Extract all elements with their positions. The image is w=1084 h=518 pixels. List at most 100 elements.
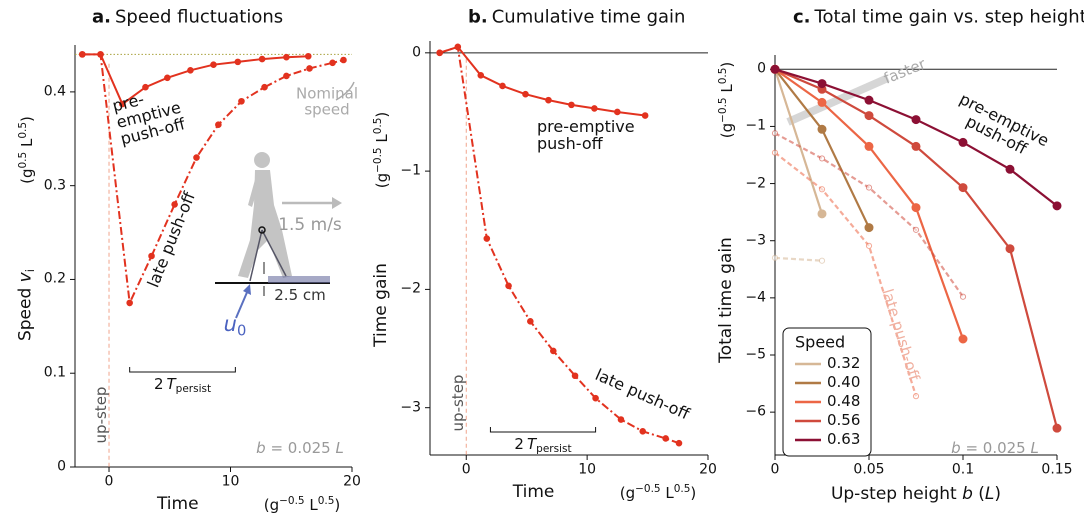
late-line: [774, 256, 823, 262]
series-line-point: [306, 65, 313, 72]
text-part: Up-step height: [830, 484, 963, 505]
y-axis-label: Speed vi: [15, 269, 37, 342]
series-line-point: [148, 252, 155, 260]
series-line-point: [210, 61, 217, 68]
series-line-point: [527, 318, 534, 325]
series-line-point: [522, 90, 529, 98]
y-tick-label: −5: [745, 346, 766, 363]
faster-arrow: [786, 74, 890, 126]
text-part: −0.5: [635, 483, 661, 496]
late-line-point: [959, 293, 967, 300]
series-line-point: [641, 112, 649, 119]
annotation: 1.5 m/s: [278, 215, 342, 236]
y-axis-unit: (g−0.5 L0.5): [372, 111, 392, 189]
text-part: L: [1030, 439, 1039, 458]
text-part: 2: [153, 374, 164, 393]
text-part: (g: [263, 496, 280, 515]
y-tick-label: 0.3: [43, 177, 66, 194]
text-part: (g: [18, 168, 37, 184]
legend-label: 0.63: [827, 430, 861, 449]
text-part: (g: [373, 172, 392, 189]
series-line-point: [817, 97, 827, 107]
series-line-point: [675, 439, 683, 447]
text-part: Cumulative time gain: [491, 6, 686, 28]
series-line-point: [911, 203, 921, 213]
late-line-point: [865, 242, 873, 249]
reference-label: Nominal speed: [296, 84, 359, 118]
series-line-point: [454, 43, 462, 51]
series-line-point: [238, 97, 245, 105]
text-part: b: [951, 439, 961, 458]
series-line-point: [864, 111, 874, 121]
late-line-point: [771, 149, 779, 156]
series-line-point: [911, 115, 921, 125]
series-line-point: [283, 53, 290, 61]
series-line-point: [261, 83, 268, 91]
text-part: ): [373, 111, 392, 118]
text-part: ): [334, 496, 341, 515]
x-axis-unit: (g−0.5 L0.5): [620, 484, 697, 502]
text-part: Speed: [15, 282, 36, 342]
text-part: 2: [514, 434, 524, 453]
annotation: b = 0.025 L: [951, 439, 1039, 458]
text-part: 0.5: [673, 483, 691, 496]
series-label: pre-emptive push-off: [537, 117, 635, 153]
step-icon: [215, 81, 355, 319]
series-line-point: [505, 282, 512, 290]
series-line-point: [436, 49, 443, 57]
text-part: L: [18, 138, 37, 152]
series-line-point: [142, 83, 149, 91]
legend-label: 0.40: [827, 373, 861, 392]
y-tick-label: 0: [757, 60, 766, 77]
text-part: Speed fluctuations: [114, 6, 284, 28]
y-tick-label: −1: [400, 162, 421, 179]
series-line-point: [958, 183, 968, 193]
series-line-point: [329, 59, 336, 67]
late-line-point: [818, 155, 826, 162]
series-line-point: [193, 154, 200, 161]
series-line-point: [817, 209, 827, 219]
series-line: [774, 68, 965, 340]
late-line-point: [818, 257, 826, 264]
step-label: up-step: [92, 386, 111, 444]
x-axis-label: Time: [156, 494, 199, 515]
panel-title: b. Cumulative time gain: [468, 6, 686, 28]
legend-label: 0.48: [827, 392, 861, 411]
x-axis-unit: (g−0.5 L0.5): [264, 496, 341, 514]
text-part: −0.5: [717, 97, 730, 123]
y-tick-label: 0: [412, 44, 421, 61]
legend-box: [782, 327, 872, 457]
late-line-point: [912, 226, 920, 233]
series-line-point: [1052, 201, 1062, 211]
y-axis-unit: (g−0.5 L0.5): [717, 62, 737, 139]
panel-title: a. Speed fluctuations: [92, 6, 284, 28]
text-part: c.: [793, 6, 811, 28]
step-label: up-step: [449, 374, 468, 432]
text-part: L: [373, 134, 392, 148]
y-tick-label: 0.2: [43, 271, 66, 288]
series-line-point: [662, 435, 669, 442]
series-line-point: [911, 141, 921, 151]
y-tick-label: 0.1: [43, 364, 66, 381]
x-tick-label: 10: [578, 461, 597, 478]
x-tick-label: 0: [770, 461, 780, 478]
x-tick-label: 0.15: [1041, 461, 1073, 478]
interval-bracket: [489, 427, 597, 433]
series-line-point: [864, 223, 874, 233]
series-line-point: [568, 101, 575, 109]
text-part: L: [718, 84, 737, 98]
text-part: 0.5: [17, 121, 30, 139]
late-line-point: [818, 186, 826, 193]
x-axis-label: Up-step height b (L): [830, 484, 1001, 505]
series-line-point: [571, 372, 579, 380]
x-tick-label: 10: [221, 473, 240, 490]
late-line-point: [912, 393, 920, 400]
series-line-point: [483, 235, 491, 242]
series-line-point: [78, 51, 86, 58]
late-line-point: [865, 184, 873, 191]
y-tick-label: −3: [400, 399, 421, 416]
text-part: 0.5: [317, 495, 335, 508]
text-part: T: [166, 374, 176, 393]
text-part: Total time gain vs. step height: [814, 6, 1084, 28]
